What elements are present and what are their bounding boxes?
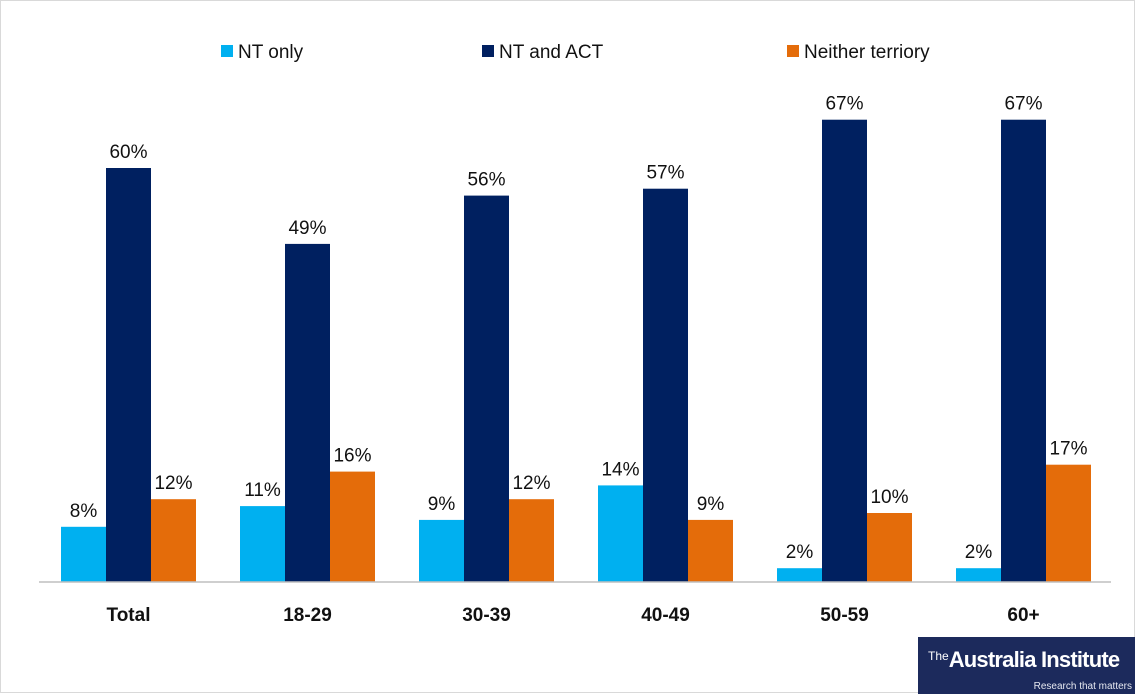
data-label: 16% (333, 446, 371, 467)
category-label: 30-39 (462, 605, 511, 626)
logo-name: Australia Institute (948, 647, 1120, 672)
australia-institute-logo: TheAustralia Institute Research that mat… (918, 637, 1135, 694)
category-label: 50-59 (820, 605, 869, 626)
category-label: 18-29 (283, 605, 332, 626)
legend-swatch (482, 45, 494, 57)
legend-swatch (787, 45, 799, 57)
legend: NT only NT and ACT Neither terriory (221, 42, 930, 63)
legend-swatch (221, 45, 233, 57)
category-labels: Total 18-29 30-39 40-49 50-59 60+ (107, 605, 1040, 626)
bar (956, 568, 1001, 582)
bar (464, 195, 509, 582)
data-label: 60% (109, 142, 147, 163)
logo-tagline: Research that matters (1033, 681, 1132, 692)
data-label: 49% (288, 218, 326, 239)
bar (419, 519, 464, 582)
bar (61, 526, 106, 582)
data-label: 17% (1049, 439, 1087, 460)
data-label: 9% (697, 494, 725, 515)
bar (106, 168, 151, 582)
bar (285, 243, 330, 582)
data-label: 2% (965, 542, 993, 563)
legend-label: NT only (238, 42, 304, 63)
bar (867, 513, 912, 582)
bar (688, 519, 733, 582)
category-label: 60+ (1007, 605, 1039, 626)
data-label: 12% (512, 473, 550, 494)
bar (643, 188, 688, 582)
legend-item: Neither terriory (787, 42, 930, 63)
category-label: Total (107, 605, 151, 626)
data-label: 12% (154, 473, 192, 494)
bar (598, 485, 643, 582)
data-label: 11% (244, 480, 281, 501)
logo-the: The (928, 649, 949, 663)
bar (1046, 464, 1091, 582)
bar (777, 568, 822, 582)
bar (1001, 119, 1046, 582)
data-label: 10% (870, 487, 908, 508)
legend-item: NT only (221, 42, 304, 63)
bar (240, 506, 285, 582)
data-label: 9% (428, 494, 456, 515)
bar (509, 499, 554, 582)
data-label: 67% (825, 94, 863, 115)
legend-label: NT and ACT (499, 42, 604, 63)
data-label: 57% (646, 163, 684, 184)
bar (151, 499, 196, 582)
bar (330, 471, 375, 582)
data-label: 67% (1004, 94, 1042, 115)
category-label: 40-49 (641, 605, 690, 626)
data-label: 8% (70, 501, 98, 522)
legend-label: Neither terriory (804, 42, 930, 63)
value-labels: 8% 60% 12% 11% 49% 16% 9% 56% 12% 14% 57% 9% 2% 67% 10… (70, 94, 1088, 564)
data-label: 56% (467, 170, 505, 191)
legend-item: NT and ACT (482, 42, 604, 63)
data-label: 2% (786, 542, 814, 563)
bars (61, 119, 1091, 582)
data-label: 14% (601, 459, 639, 480)
bar (822, 119, 867, 582)
